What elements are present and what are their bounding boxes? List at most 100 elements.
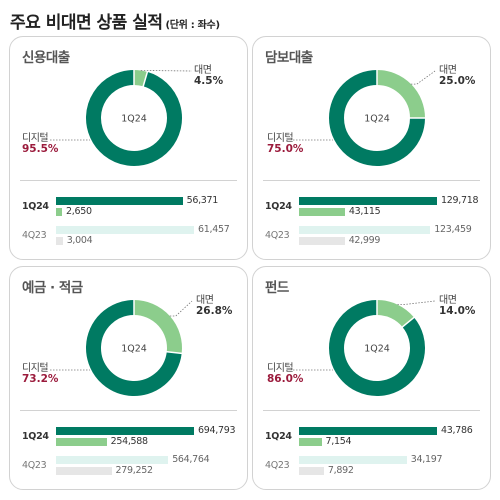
digital-label: 디지털 95.5% [22, 133, 58, 155]
leader-line-face [140, 70, 193, 72]
digital-name: 디지털 [267, 133, 294, 144]
digital-label: 디지털 73.2% [22, 363, 58, 385]
donut-slice-digital [86, 70, 182, 166]
period-label: 1Q24 [265, 201, 292, 212]
face-label: 대면 14.0% [439, 295, 475, 317]
bar-digital-previous [56, 456, 169, 464]
donut-chart: 1Q24 [293, 299, 436, 396]
face-label: 대면 25.0% [439, 65, 475, 87]
face-label: 대면 4.5% [194, 65, 223, 87]
bar-value-digital: 123,459 [434, 224, 472, 235]
digital-label: 디지털 75.0% [267, 133, 303, 155]
period-label: 4Q23 [265, 460, 290, 471]
period-label: 1Q24 [22, 431, 49, 442]
face-name: 대면 [196, 295, 214, 306]
bar-digital-previous [56, 226, 194, 234]
digital-pct: 73.2% [22, 373, 59, 385]
face-pct: 14.0% [439, 305, 476, 317]
panel-title: 신용대출 [22, 50, 70, 66]
bar-digital-current [299, 427, 437, 435]
bar-value-digital: 34,197 [410, 454, 443, 465]
bar-value-digital: 56,371 [186, 195, 219, 206]
donut-slice-face [133, 300, 182, 354]
unit-note: (단위 : 좌수) [165, 20, 221, 31]
bar-value-face: 42,999 [348, 235, 381, 246]
bar-chart: 1Q24 129,718 43,115 4Q23 123,459 42,999 [253, 37, 490, 259]
face-name: 대면 [439, 65, 457, 76]
face-name: 대면 [194, 65, 212, 76]
bar-value-face: 2,650 [66, 206, 92, 217]
bar-chart: 1Q24 694,793 254,588 4Q23 564,764 279,252 [10, 267, 247, 489]
digital-pct: 95.5% [22, 143, 59, 155]
bar-value-digital: 564,764 [172, 454, 210, 465]
donut-center-label: 1Q24 [364, 114, 390, 125]
donut-chart: 1Q24 [50, 69, 193, 166]
period-label: 4Q23 [22, 460, 47, 471]
face-pct: 25.0% [439, 75, 476, 87]
digital-pct: 75.0% [267, 143, 304, 155]
bar-face-previous [56, 237, 63, 245]
bar-face-current [56, 208, 62, 216]
bar-chart: 1Q24 56,371 2,650 4Q23 61,457 3,004 [10, 37, 247, 259]
digital-name: 디지털 [267, 363, 294, 374]
bar-chart: 1Q24 43,786 7,154 4Q23 34,197 7,892 [253, 267, 490, 489]
bar-value-face: 7,892 [327, 465, 354, 476]
donut-slice-digital [329, 300, 425, 396]
panel-title: 펀드 [265, 280, 289, 296]
bar-face-current [56, 438, 107, 446]
slice-separator [165, 350, 183, 355]
page-title-text: 주요 비대면 상품 실적 [10, 13, 163, 33]
bar-face-previous [56, 467, 112, 475]
bar-face-current [299, 438, 322, 446]
donut-center-label: 1Q24 [121, 344, 147, 355]
donut-center-label: 1Q24 [121, 114, 147, 125]
donut-chart: 1Q24 [293, 69, 436, 166]
bar-digital-previous [299, 226, 431, 234]
leader-line-face [169, 300, 193, 317]
face-pct: 4.5% [194, 75, 224, 87]
period-label: 4Q23 [265, 230, 290, 241]
digital-name: 디지털 [22, 363, 49, 374]
divider [263, 180, 480, 181]
bar-value-digital: 129,718 [441, 195, 479, 206]
donut-slice-face [376, 70, 425, 119]
bar-value-face: 7,154 [325, 436, 352, 447]
digital-name: 디지털 [22, 133, 49, 144]
bar-digital-current [56, 197, 183, 205]
period-label: 1Q24 [22, 201, 49, 212]
period-label: 4Q23 [22, 230, 47, 241]
bar-value-face: 43,115 [348, 206, 381, 217]
digital-label: 디지털 86.0% [267, 363, 303, 385]
page-title: 주요 비대면 상품 실적 (단위 : 좌수) [10, 8, 220, 33]
panel-credit-loan: 신용대출 1Q24 대면 4.5% 디지털 95.5% 1Q24 56,371 2,… [9, 36, 248, 260]
panel-title: 담보대출 [265, 50, 313, 66]
donut-slice-digital [86, 300, 182, 396]
donut-chart: 1Q24 [50, 299, 193, 396]
panel-mortgage-loan: 담보대출 1Q24 대면 25.0% 디지털 75.0% 1Q24 129,718… [252, 36, 491, 260]
bar-face-previous [299, 237, 345, 245]
bar-value-face: 279,252 [115, 465, 153, 476]
face-label: 대면 26.8% [196, 295, 232, 317]
bar-value-digital: 694,793 [198, 425, 236, 436]
slice-separator [401, 316, 416, 329]
donut-center-label: 1Q24 [364, 344, 390, 355]
bar-face-current [299, 208, 345, 216]
bar-face-previous [299, 467, 324, 475]
bar-digital-current [56, 427, 194, 435]
slice-separator [142, 70, 149, 88]
face-name: 대면 [439, 295, 457, 306]
bar-digital-current [299, 197, 437, 205]
face-pct: 26.8% [196, 305, 233, 317]
bar-value-digital: 61,457 [198, 224, 230, 235]
divider [263, 410, 480, 411]
panel-fund: 펀드 1Q24 대면 14.0% 디지털 86.0% 1Q24 43,786 7,1… [252, 266, 491, 490]
divider [20, 410, 237, 411]
donut-slice-face [376, 300, 414, 328]
donut-slice-digital [329, 70, 425, 166]
panel-title: 예금 · 적금 [22, 280, 83, 296]
bar-value-face: 254,588 [110, 436, 148, 447]
bar-digital-previous [299, 456, 407, 464]
bar-value-face: 3,004 [66, 235, 93, 246]
divider [20, 180, 237, 181]
digital-pct: 86.0% [267, 373, 304, 385]
